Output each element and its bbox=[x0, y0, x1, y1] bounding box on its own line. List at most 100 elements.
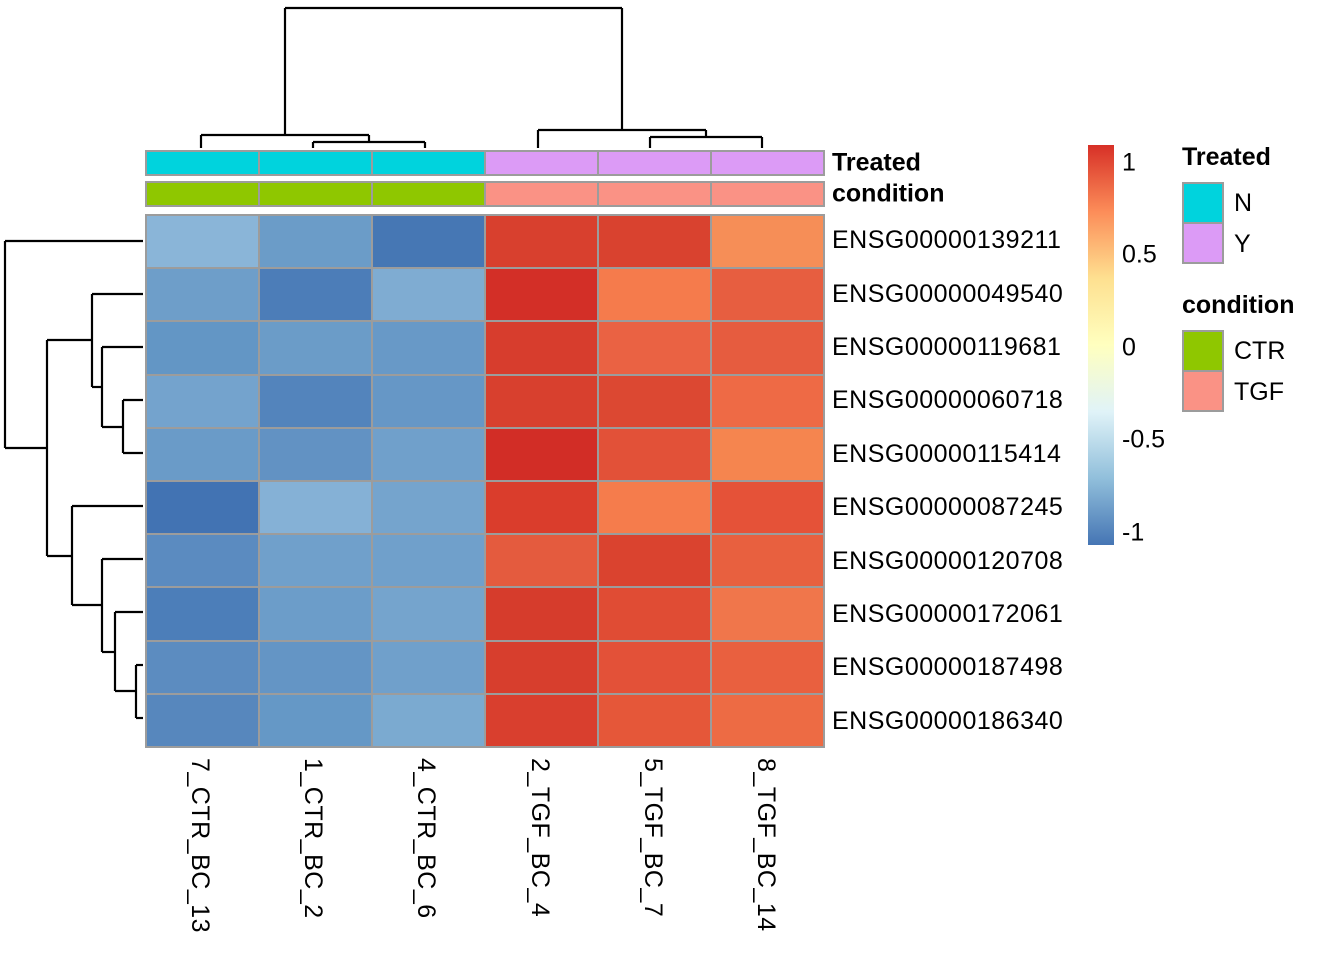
column-label: 5_TGF_BC_7 bbox=[639, 758, 667, 918]
row-label: ENSG00000120708 bbox=[832, 546, 1064, 575]
row-label: ENSG00000119681 bbox=[832, 333, 1062, 362]
annotation-cell-ctr bbox=[147, 183, 258, 205]
heatmap-cell bbox=[599, 428, 710, 480]
heatmap-cell bbox=[599, 482, 710, 534]
heatmap-cell bbox=[373, 428, 484, 480]
heatmap-cell bbox=[373, 375, 484, 427]
annotation-cell-tgf bbox=[712, 183, 823, 205]
legend-entry: Y bbox=[1182, 222, 1271, 264]
annotation-cell-y bbox=[712, 152, 823, 174]
column-label: 4_CTR_BC_6 bbox=[412, 758, 441, 919]
row-label: ENSG00000087245 bbox=[832, 493, 1064, 522]
heatmap-cell bbox=[599, 588, 710, 640]
legend-entry: N bbox=[1182, 182, 1271, 224]
column-label: 7_CTR_BC_13 bbox=[185, 758, 214, 934]
heatmap-cell bbox=[147, 322, 258, 374]
heatmap-cell bbox=[712, 428, 823, 480]
colorbar-tick-label: 0 bbox=[1122, 333, 1136, 362]
heatmap-cell bbox=[373, 322, 484, 374]
heatmap-cell bbox=[147, 428, 258, 480]
legend-condition: condition CTR TGF bbox=[1182, 291, 1294, 412]
annotation-cell-n bbox=[147, 152, 258, 174]
heatmap-cell bbox=[486, 322, 597, 374]
annotation-cell-ctr bbox=[373, 183, 484, 205]
row-label: ENSG00000115414 bbox=[832, 439, 1062, 468]
colorbar-tick-label: 1 bbox=[1122, 148, 1136, 177]
heatmap-cell bbox=[373, 216, 484, 268]
annotation-cell-n bbox=[373, 152, 484, 174]
row-labels: ENSG00000139211 ENSG00000049540 ENSG000001… bbox=[832, 214, 1063, 748]
heatmap-cell bbox=[260, 322, 371, 374]
heatmap-cell bbox=[147, 482, 258, 534]
heatmap-cell bbox=[260, 375, 371, 427]
heatmap-cell bbox=[712, 641, 823, 693]
heatmap-cell bbox=[260, 641, 371, 693]
heatmap-cell bbox=[147, 641, 258, 693]
legend-label: CTR bbox=[1234, 336, 1286, 365]
heatmap-cell bbox=[260, 588, 371, 640]
column-label: 8_TGF_BC_14 bbox=[752, 758, 781, 932]
row-dendrogram bbox=[3, 239, 143, 720]
heatmap-cell bbox=[260, 269, 371, 321]
row-label: ENSG00000187498 bbox=[832, 653, 1064, 682]
colorbar-tick-label: 0.5 bbox=[1122, 240, 1157, 269]
column-label: 1_CTR_BC_2 bbox=[299, 758, 327, 919]
heatmap-cell bbox=[260, 216, 371, 268]
heatmap-cell bbox=[712, 694, 823, 746]
column-label: 2_TGF_BC_4 bbox=[525, 758, 554, 918]
row-label: ENSG00000060718 bbox=[832, 386, 1064, 415]
annotation-cell-y bbox=[486, 152, 597, 174]
row-label: ENSG00000139211 bbox=[832, 226, 1062, 255]
heatmap-cell bbox=[486, 269, 597, 321]
column-annotation-bar-condition bbox=[145, 181, 825, 207]
heatmap-cell bbox=[260, 694, 371, 746]
heatmap-cell bbox=[373, 482, 484, 534]
annotation-label-condition: condition bbox=[832, 179, 945, 208]
heatmap-cell bbox=[712, 322, 823, 374]
heatmap-cell bbox=[260, 482, 371, 534]
legend-swatch-tgf bbox=[1182, 370, 1224, 412]
legend-swatch-n bbox=[1182, 182, 1224, 224]
heatmap-cell bbox=[599, 322, 710, 374]
legend-title: condition bbox=[1182, 291, 1295, 319]
heatmap-cell bbox=[486, 535, 597, 587]
legend-swatch-y bbox=[1182, 222, 1224, 264]
heatmap-cell bbox=[373, 269, 484, 321]
row-label: ENSG00000186340 bbox=[832, 706, 1064, 735]
heatmap-cell bbox=[147, 216, 258, 268]
legend-swatch-ctr bbox=[1182, 330, 1224, 372]
legend-title: Treated bbox=[1182, 143, 1271, 171]
colorbar-tick-label: -1 bbox=[1122, 518, 1145, 547]
annotation-cell-ctr bbox=[260, 183, 371, 205]
legend-entry: CTR bbox=[1182, 330, 1294, 372]
heatmap-cell bbox=[486, 482, 597, 534]
heatmap-cell bbox=[373, 641, 484, 693]
heatmap-cell bbox=[486, 694, 597, 746]
heatmap-cell bbox=[373, 535, 484, 587]
heatmap-cell bbox=[486, 216, 597, 268]
annotation-cell-y bbox=[599, 152, 710, 174]
heatmap-cell bbox=[486, 641, 597, 693]
annotation-cell-tgf bbox=[486, 183, 597, 205]
heatmap-cell bbox=[599, 216, 710, 268]
heatmap-grid bbox=[145, 214, 825, 748]
legend-entry: TGF bbox=[1182, 370, 1294, 412]
column-annotation-bar-treated bbox=[145, 150, 825, 176]
annotation-cell-tgf bbox=[599, 183, 710, 205]
heatmap-cell bbox=[712, 535, 823, 587]
legend-treated: Treated N Y bbox=[1182, 143, 1271, 264]
row-label: ENSG00000049540 bbox=[832, 279, 1064, 308]
heatmap-cell bbox=[147, 694, 258, 746]
heatmap-cell bbox=[712, 375, 823, 427]
heatmap-cell bbox=[147, 535, 258, 587]
heatmap-cell bbox=[599, 269, 710, 321]
heatmap-cell bbox=[599, 641, 710, 693]
heatmap-cell bbox=[373, 694, 484, 746]
column-dendrogram bbox=[199, 6, 764, 148]
colorbar-tick-label: -0.5 bbox=[1122, 425, 1166, 454]
legend-label: Y bbox=[1234, 229, 1251, 258]
heatmap-cell bbox=[486, 375, 597, 427]
heatmap-cell bbox=[599, 535, 710, 587]
